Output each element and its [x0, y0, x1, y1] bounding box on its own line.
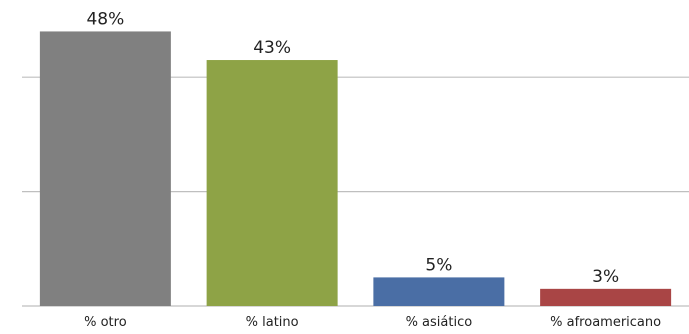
category-tick-labels: % otro % latino % asiático % afroamericano: [84, 315, 661, 330]
data-label-4: 3%: [592, 267, 619, 287]
data-labels: 48% 43% 5% 3%: [86, 9, 619, 286]
data-label-2: 43%: [253, 38, 291, 58]
bars: [39, 31, 672, 306]
bar-2: [206, 60, 338, 306]
tick-label-3: % asiático: [406, 315, 473, 330]
bar-3: [373, 277, 505, 306]
tick-label-4: % afroamericano: [550, 315, 661, 330]
tick-label-1: % otro: [84, 315, 127, 330]
tick-label-2: % latino: [246, 315, 299, 330]
bar-1: [39, 31, 171, 306]
data-label-1: 48%: [86, 9, 124, 29]
bar-4: [540, 288, 672, 306]
data-label-3: 5%: [425, 255, 452, 275]
